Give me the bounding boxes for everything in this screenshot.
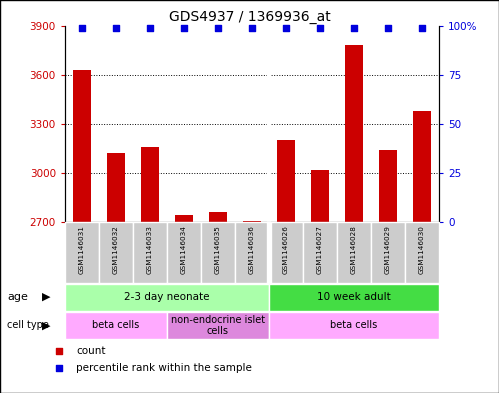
Point [350, 25, 358, 31]
Text: GSM1146031: GSM1146031 [79, 225, 85, 274]
Text: ▶: ▶ [42, 320, 51, 331]
Bar [65, 312, 167, 339]
Point [78, 25, 86, 31]
Text: GSM1146028: GSM1146028 [351, 225, 357, 274]
Text: 10 week adult: 10 week adult [317, 292, 391, 302]
Text: beta cells: beta cells [92, 320, 140, 331]
Point [316, 25, 324, 31]
Text: GSM1146030: GSM1146030 [419, 225, 425, 274]
Bar [267, 222, 270, 283]
Bar [72, 70, 91, 222]
Bar [167, 312, 269, 339]
Bar [65, 283, 269, 311]
Bar [345, 45, 363, 222]
Text: age: age [7, 292, 28, 302]
Bar [201, 222, 235, 283]
Text: GSM1146029: GSM1146029 [385, 225, 391, 274]
Text: GSM1146026: GSM1146026 [283, 225, 289, 274]
Text: GSM1146032: GSM1146032 [113, 225, 119, 274]
Point [55, 348, 63, 354]
Text: GDS4937 / 1369936_at: GDS4937 / 1369936_at [169, 10, 330, 24]
Bar [269, 283, 439, 311]
Point [418, 25, 426, 31]
Text: GSM1146033: GSM1146033 [147, 225, 153, 274]
Text: cell type: cell type [7, 320, 49, 331]
Text: count: count [76, 346, 105, 356]
Bar [65, 222, 99, 283]
Text: beta cells: beta cells [330, 320, 378, 331]
Bar [235, 222, 269, 283]
Bar [276, 140, 295, 222]
Text: GSM1146027: GSM1146027 [317, 225, 323, 274]
Text: non-endocrine islet
cells: non-endocrine islet cells [171, 315, 265, 336]
Bar [141, 147, 159, 222]
Bar [413, 111, 432, 222]
Point [248, 25, 256, 31]
Bar [311, 170, 329, 222]
Bar [269, 312, 439, 339]
Point [384, 25, 392, 31]
Bar [167, 222, 201, 283]
Bar [133, 222, 167, 283]
Point [282, 25, 290, 31]
Bar [99, 222, 133, 283]
Text: ▶: ▶ [42, 292, 51, 302]
Text: GSM1146034: GSM1146034 [181, 225, 187, 274]
Bar [243, 221, 261, 222]
Point [146, 25, 154, 31]
Bar [303, 222, 337, 283]
Bar [107, 153, 125, 222]
Bar [379, 150, 397, 222]
Point [214, 25, 222, 31]
Point [180, 25, 188, 31]
Text: GSM1146036: GSM1146036 [249, 225, 255, 274]
Bar [175, 215, 193, 222]
Text: GSM1146035: GSM1146035 [215, 225, 221, 274]
Bar [371, 222, 405, 283]
Text: percentile rank within the sample: percentile rank within the sample [76, 363, 252, 373]
Bar [269, 222, 303, 283]
Point [112, 25, 120, 31]
Bar [337, 222, 371, 283]
Text: 2-3 day neonate: 2-3 day neonate [124, 292, 210, 302]
Point [55, 365, 63, 371]
Bar [405, 222, 439, 283]
Bar [209, 212, 228, 222]
